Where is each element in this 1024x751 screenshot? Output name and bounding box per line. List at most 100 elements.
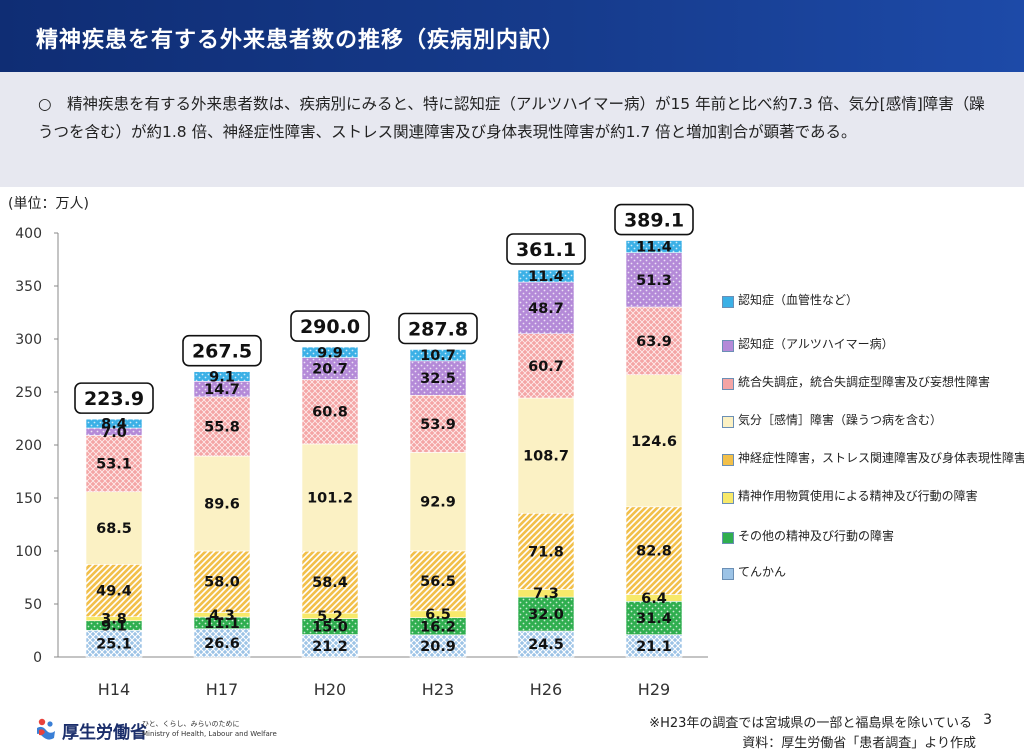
- segment-value-label: 58.0: [204, 575, 240, 591]
- summary-box: ○ 精神疾患を有する外来患者数は、疾病別にみると、特に認知症（アルツハイマー病）…: [0, 72, 1024, 187]
- bar-segment: [517, 596, 575, 632]
- x-tick-label: H20: [314, 680, 346, 699]
- summary-text: ○ 精神疾患を有する外来患者数は、疾病別にみると、特に認知症（アルツハイマー病）…: [38, 95, 985, 141]
- total-value-label: 223.9: [84, 388, 144, 410]
- page-number: 3: [983, 712, 992, 728]
- y-tick-label: 250: [15, 385, 42, 401]
- stacked-bar-chart: 0 50 100 150 200 250 300 350 400 H14 H17 H20 H23 H26 H…: [15, 203, 708, 699]
- legend-swatch: [722, 416, 734, 428]
- segment-value-label: 31.4: [636, 611, 672, 627]
- total-value-label: 267.5: [192, 341, 252, 363]
- legend-item: 統合失調症，統合失調症型障害及び妄想性障害: [722, 374, 1022, 394]
- legend-item: その他の精神及び行動の障害: [722, 528, 1022, 548]
- logo-english: Ministry of Health, Labour and Welfare: [142, 730, 277, 738]
- segment-value-label: 48.7: [528, 301, 564, 317]
- legend-item: 認知症（アルツハイマー病）: [722, 336, 1022, 356]
- legend-swatch: [722, 492, 734, 504]
- legend-swatch: [722, 454, 734, 466]
- segment-value-label: 11.4: [528, 269, 564, 285]
- segment-value-label: 60.8: [312, 405, 348, 421]
- segment-value-label: 60.7: [528, 359, 564, 375]
- bar-segment: [517, 397, 575, 514]
- legend-swatch: [722, 378, 734, 390]
- segment-value-label: 32.5: [420, 371, 456, 387]
- page-title: 精神疾患を有する外来患者数の推移（疾病別内訳）: [36, 28, 566, 53]
- segment-value-label: 26.6: [204, 636, 240, 652]
- segment-value-label: 71.8: [528, 544, 564, 560]
- segment-value-label: 58.4: [312, 575, 348, 591]
- x-tick-label: H29: [638, 680, 670, 699]
- bar-segment: [193, 550, 251, 613]
- legend-item: 気分［感情］障害（躁うつ病を含む）: [722, 412, 1022, 432]
- mhlw-logo: 厚生労働省 ひと、くらし、みらいのために Ministry of Health,…: [34, 716, 277, 746]
- bar-segment: [85, 564, 143, 618]
- segment-value-label: 68.5: [96, 521, 132, 537]
- segment-value-label: 51.3: [636, 273, 672, 289]
- total-value-label: 389.1: [624, 210, 684, 232]
- segment-value-label: 11.4: [636, 240, 672, 256]
- segment-value-label: 89.6: [204, 497, 240, 513]
- segment-value-label: 53.1: [96, 457, 132, 473]
- bar-segment: [85, 418, 143, 429]
- bar-segment: [517, 281, 575, 335]
- y-tick-label: 50: [24, 597, 42, 613]
- legend-swatch: [722, 340, 734, 352]
- segment-value-label: 10.7: [420, 348, 456, 364]
- bar-segment: [625, 506, 683, 595]
- segment-value-label: 25.1: [96, 637, 132, 653]
- total-value-label: 287.8: [408, 318, 468, 340]
- footnote: ※H23年の調査では宮城県の一部と福島県を除いている: [649, 716, 972, 731]
- total-box: [398, 312, 478, 345]
- segment-value-label: 7.3: [533, 586, 559, 602]
- bar-segment: [625, 252, 683, 308]
- segment-value-label: 21.1: [636, 639, 672, 655]
- legend-item: 認知症（血管性など）: [722, 292, 1022, 312]
- bar-segment: [193, 371, 251, 382]
- legend-swatch: [722, 568, 734, 580]
- segment-value-label: 9.1: [209, 369, 235, 385]
- logo-text: 厚生労働省: [62, 723, 147, 743]
- segment-value-label: 8.4: [101, 417, 127, 433]
- segment-value-label: 21.2: [312, 639, 348, 655]
- unit-label: (単位：万人): [8, 196, 89, 212]
- segment-value-label: 20.9: [420, 639, 456, 655]
- bar-segment: [625, 601, 683, 635]
- legend-item: 神経症性障害，ストレス関連障害及び身体表現性障害: [722, 450, 1024, 470]
- bar-segment: [301, 346, 359, 358]
- bar-segment: [85, 435, 143, 493]
- segment-value-label: 63.9: [636, 334, 672, 350]
- bar-segment: [301, 379, 359, 445]
- mhlw-logo-icon: [37, 718, 55, 740]
- header-bar: 精神疾患を有する外来患者数の推移（疾病別内訳）: [0, 0, 1024, 72]
- legend-label: その他の精神及び行動の障害: [738, 529, 895, 543]
- legend-label: 認知症（アルツハイマー病）: [738, 337, 894, 351]
- x-tick-label: H14: [98, 680, 130, 699]
- total-box: [182, 334, 262, 367]
- bar-segment: [517, 512, 575, 590]
- segment-value-label: 82.8: [636, 544, 672, 560]
- bar-segment: [625, 240, 683, 253]
- legend-swatch: [722, 532, 734, 544]
- segment-value-label: 24.5: [528, 637, 564, 653]
- segment-value-label: 5.2: [317, 609, 343, 625]
- bar-segment: [301, 550, 359, 614]
- bar-segment: [517, 630, 575, 658]
- bar-segment: [409, 550, 467, 612]
- legend-label: 神経症性障害，ストレス関連障害及び身体表現性障害: [738, 451, 1024, 465]
- segment-value-label: 20.7: [312, 362, 348, 378]
- total-value-label: 361.1: [516, 239, 576, 261]
- bar-segment: [625, 374, 683, 508]
- legend-swatch: [722, 296, 734, 308]
- bar-segment: [409, 360, 467, 396]
- total-box: [506, 233, 586, 265]
- bar-segment: [517, 333, 575, 399]
- segment-value-label: 14.7: [204, 382, 240, 398]
- segment-value-label: 101.2: [307, 491, 353, 507]
- total-box: [614, 203, 694, 236]
- segment-value-label: 16.2: [420, 619, 456, 635]
- segment-value-label: 55.8: [204, 419, 240, 435]
- x-tick-label: H17: [206, 680, 238, 699]
- segment-value-label: 15.0: [312, 620, 348, 636]
- bar-segment: [409, 452, 467, 552]
- segment-value-label: 9.9: [317, 345, 343, 361]
